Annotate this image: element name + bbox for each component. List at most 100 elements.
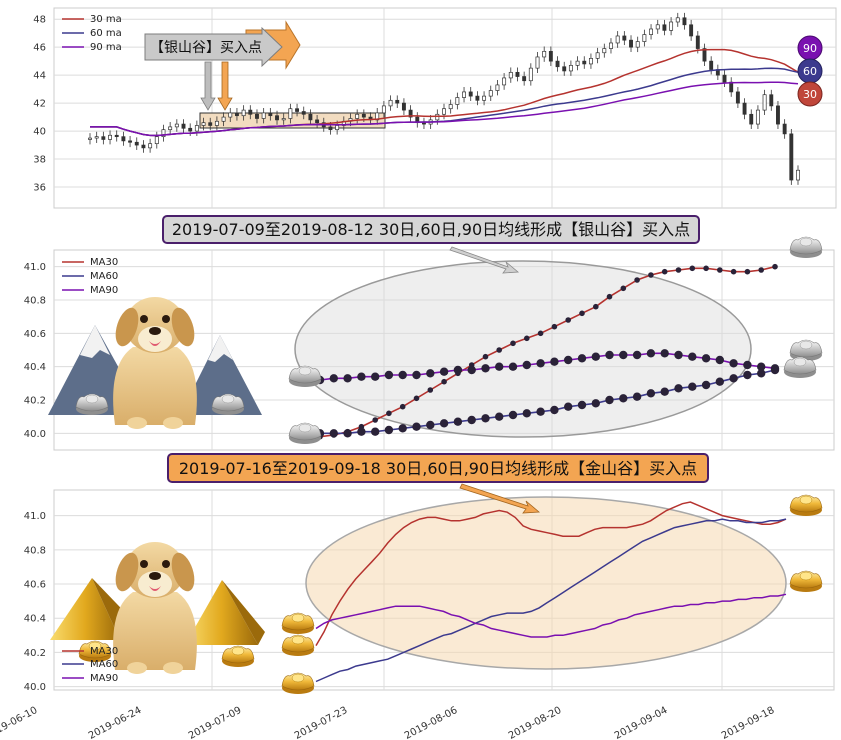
silver-ingot-icon <box>789 236 823 259</box>
series-point-ma90 <box>439 367 449 376</box>
series-point-ma60 <box>674 384 683 393</box>
candle-body <box>782 123 787 135</box>
series-point-ma60 <box>660 387 669 396</box>
middle-title-banner <box>162 215 700 244</box>
series-point-ma90 <box>646 349 656 358</box>
top-ma-lines <box>90 48 799 137</box>
y-tick-label: 44 <box>33 71 46 82</box>
candle-body <box>301 111 306 115</box>
candle-body <box>682 17 687 26</box>
top-y-ticks: 36 38 40 42 44 46 48 <box>33 15 46 194</box>
series-point-ma90 <box>343 374 352 383</box>
candle-body <box>281 118 286 121</box>
series-point-ma60 <box>577 400 587 410</box>
series-point-ma60 <box>467 415 476 425</box>
top-legend-ma90: 90 ma <box>90 42 122 53</box>
series-point-ma30 <box>427 387 434 393</box>
gold-ingot-icon <box>789 494 823 517</box>
bottom-title-banner <box>167 453 709 483</box>
series-point-ma60 <box>605 395 614 405</box>
series-point-ma90 <box>495 362 504 371</box>
series-point-ma90 <box>384 370 394 380</box>
series-point-ma60 <box>453 417 463 426</box>
candle-body <box>796 169 800 181</box>
series-point-ma30 <box>510 340 516 347</box>
callout-arrow-silver <box>144 26 283 68</box>
y-tick-label: 40.2 <box>24 396 46 407</box>
candle-body <box>528 67 533 82</box>
candle-body <box>148 143 153 149</box>
bottom-legend-ma30: MA30 <box>90 646 118 657</box>
series-point-ma30 <box>386 410 392 417</box>
candle-body <box>328 126 333 131</box>
candle-body <box>769 94 774 107</box>
candle-body <box>502 77 507 86</box>
candle-body <box>475 95 480 101</box>
badge-30-icon <box>797 81 823 107</box>
candle-body <box>455 97 460 105</box>
down-arrow-silver <box>200 61 216 111</box>
candle-body <box>662 24 667 31</box>
candle-body <box>722 74 727 83</box>
candle-body <box>134 141 139 146</box>
candle-body <box>194 125 199 132</box>
gold-ingot-icon <box>281 672 315 695</box>
series-point-ma90 <box>522 360 531 370</box>
y-tick-label: 48 <box>33 15 46 26</box>
middle-legend: MA30 MA60 MA90 <box>62 257 118 296</box>
candle-body <box>468 91 473 97</box>
candle-body <box>602 48 607 54</box>
y-tick-label: 40 <box>33 127 46 138</box>
candle-body <box>735 91 740 104</box>
candle-body <box>522 76 527 82</box>
silver-ingot-icon <box>789 339 823 362</box>
candle-body <box>689 24 694 37</box>
x-axis-ticks: 2019-06-10 2019-06-24 2019-07-09 2019-07-23… <box>0 705 776 740</box>
series-point-ma30 <box>648 272 654 278</box>
candle-body <box>669 21 674 31</box>
candle-body <box>241 109 246 117</box>
top-panel: 36 38 40 42 44 46 48 【银山谷】买入点 30 ma 60 ma 90 m… <box>33 7 837 209</box>
gold-dog-illustration <box>50 542 265 674</box>
candle-body <box>789 133 794 181</box>
middle-series <box>315 263 780 440</box>
bottom-pointer-arrow <box>459 483 541 514</box>
series-point-ma90 <box>674 350 683 360</box>
series-point-ma30 <box>730 268 737 275</box>
candle-body <box>141 144 146 149</box>
series-point-ma60 <box>688 382 697 391</box>
series-point-ma30 <box>496 347 503 353</box>
series-point-ma60 <box>632 392 642 401</box>
series-point-ma90 <box>715 355 724 365</box>
candle-body <box>609 42 613 49</box>
candle-body <box>408 109 413 118</box>
series-line-ma60 <box>315 518 787 683</box>
silver-ingot-icon <box>288 365 322 388</box>
callout-label: 【银山谷】买入点 <box>150 40 262 56</box>
series-point-ma90 <box>398 370 407 380</box>
series-line-ma30 <box>315 501 787 646</box>
candle-body <box>635 41 640 48</box>
y-tick-label: 40.4 <box>24 362 46 373</box>
series-point-ma30 <box>413 395 420 402</box>
y-tick-label: 41.0 <box>24 511 46 522</box>
candle-body <box>381 105 386 114</box>
x-tick-label: 2019-09-18 <box>720 705 776 740</box>
series-point-ma90 <box>453 365 463 375</box>
candle-body <box>221 116 226 122</box>
series-point-ma60 <box>371 427 380 436</box>
bottom-legend-ma60: MA60 <box>90 659 118 670</box>
candle-body <box>615 35 620 44</box>
candle-body <box>355 113 360 119</box>
series-line-ma90 <box>315 593 787 638</box>
bottom-title: 2019-07-16至2019-09-18 30日,60日,90日均线形成【金山… <box>179 459 697 478</box>
gold-ingot-icon <box>281 612 315 635</box>
badge-30-label: 30 <box>803 88 817 101</box>
y-tick-label: 42 <box>33 99 46 110</box>
candle-body <box>395 99 400 104</box>
candle-body <box>568 64 573 72</box>
series-point-ma90 <box>371 372 380 381</box>
series-point-ma90 <box>743 360 752 370</box>
series-point-ma60 <box>757 369 766 378</box>
candle-body <box>629 39 633 48</box>
